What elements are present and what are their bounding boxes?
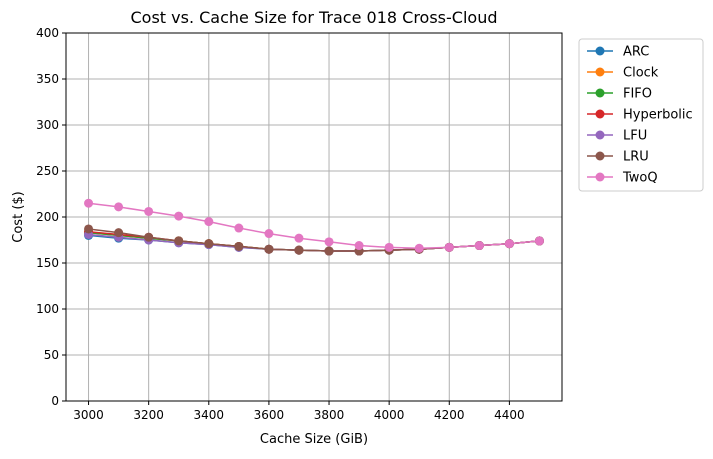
y-tick-label: 400 — [36, 26, 59, 40]
y-tick-label: 350 — [36, 72, 59, 86]
data-point-twoq — [504, 239, 514, 249]
x-axis-ticks: 3000 3200 3400 3600 3800 4000 4200 4400 — [73, 401, 525, 422]
legend-item-arc: ARC — [587, 45, 649, 60]
data-point-twoq — [324, 237, 334, 247]
series-line-clock — [88, 231, 540, 252]
y-tick-label: 250 — [36, 164, 59, 178]
legend-item-clock: Clock — [587, 66, 659, 81]
legend-swatch-marker — [595, 88, 605, 98]
x-axis-label: Cache Size (GiB) — [260, 432, 368, 447]
legend-swatch-marker — [595, 151, 605, 161]
data-point-lru — [234, 241, 244, 251]
series-fifo — [84, 228, 544, 256]
legend-label: LRU — [623, 150, 649, 165]
legend-label: LFU — [623, 129, 647, 144]
series-lfu — [84, 229, 544, 256]
series-line-fifo — [88, 231, 540, 252]
legend-label: FIFO — [623, 87, 652, 102]
series-twoq — [84, 198, 544, 253]
legend-swatch-marker — [595, 172, 605, 182]
data-point-lru — [264, 244, 274, 254]
x-tick-label: 3200 — [133, 408, 164, 422]
y-tick-label: 150 — [36, 256, 59, 270]
y-tick-label: 50 — [44, 348, 59, 362]
x-tick-label: 3400 — [194, 408, 225, 422]
data-point-twoq — [474, 241, 484, 251]
series-clock — [84, 228, 544, 256]
y-axis-ticks: 0 50 100 150 200 250 300 350 400 — [36, 26, 66, 408]
data-point-lru — [204, 239, 214, 249]
legend-label: ARC — [623, 45, 649, 60]
data-point-twoq — [234, 223, 244, 233]
legend-item-lru: LRU — [587, 150, 649, 165]
data-point-twoq — [204, 217, 214, 227]
x-tick-label: 4400 — [494, 408, 525, 422]
legend-swatch-marker — [595, 130, 605, 140]
legend-label: Hyperbolic — [623, 108, 693, 123]
data-point-lru — [174, 236, 184, 246]
grid — [66, 32, 562, 402]
legend-swatch-marker — [595, 109, 605, 119]
x-tick-label: 3000 — [73, 408, 104, 422]
legend-item-fifo: FIFO — [587, 87, 652, 102]
data-point-twoq — [84, 198, 94, 208]
x-tick-label: 4000 — [374, 408, 405, 422]
data-point-twoq — [444, 242, 454, 252]
y-tick-label: 100 — [36, 302, 59, 316]
series-group — [84, 198, 544, 256]
legend-label: TwoQ — [622, 171, 658, 186]
y-tick-label: 300 — [36, 118, 59, 132]
y-tick-label: 200 — [36, 210, 59, 224]
data-point-twoq — [144, 206, 154, 216]
y-tick-label: 0 — [51, 394, 59, 408]
series-line-lfu — [88, 233, 540, 252]
legend-item-twoq: TwoQ — [587, 171, 658, 186]
data-point-lru — [144, 232, 154, 242]
data-point-twoq — [414, 243, 424, 253]
data-point-twoq — [354, 241, 364, 251]
x-tick-label: 4200 — [434, 408, 465, 422]
chart-title: Cost vs. Cache Size for Trace 018 Cross-… — [131, 8, 498, 27]
legend-swatch-marker — [595, 67, 605, 77]
legend-frame — [578, 38, 704, 192]
x-tick-label: 3600 — [254, 408, 285, 422]
data-point-twoq — [264, 229, 274, 239]
legend-item-hyperbolic: Hyperbolic — [587, 108, 693, 123]
data-point-lru — [324, 246, 334, 256]
y-axis-label: Cost ($) — [11, 191, 26, 242]
data-point-lru — [84, 224, 94, 234]
series-line-twoq — [88, 202, 540, 250]
legend: ARC Clock FIFO Hyperbolic LFU LRU TwoQ — [578, 38, 704, 192]
data-point-twoq — [114, 202, 124, 212]
legend-item-lfu: LFU — [587, 129, 647, 144]
data-point-lru — [294, 245, 304, 255]
data-point-twoq — [294, 233, 304, 243]
data-point-twoq — [384, 242, 394, 252]
data-point-lru — [114, 228, 124, 238]
data-point-twoq — [534, 236, 544, 246]
data-point-twoq — [174, 211, 184, 221]
legend-swatch-marker — [595, 46, 605, 56]
x-tick-label: 3800 — [314, 408, 345, 422]
legend-label: Clock — [623, 66, 659, 81]
series-arc — [84, 230, 544, 256]
